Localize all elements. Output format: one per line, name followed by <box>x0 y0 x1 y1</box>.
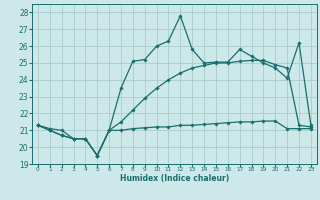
X-axis label: Humidex (Indice chaleur): Humidex (Indice chaleur) <box>120 174 229 183</box>
